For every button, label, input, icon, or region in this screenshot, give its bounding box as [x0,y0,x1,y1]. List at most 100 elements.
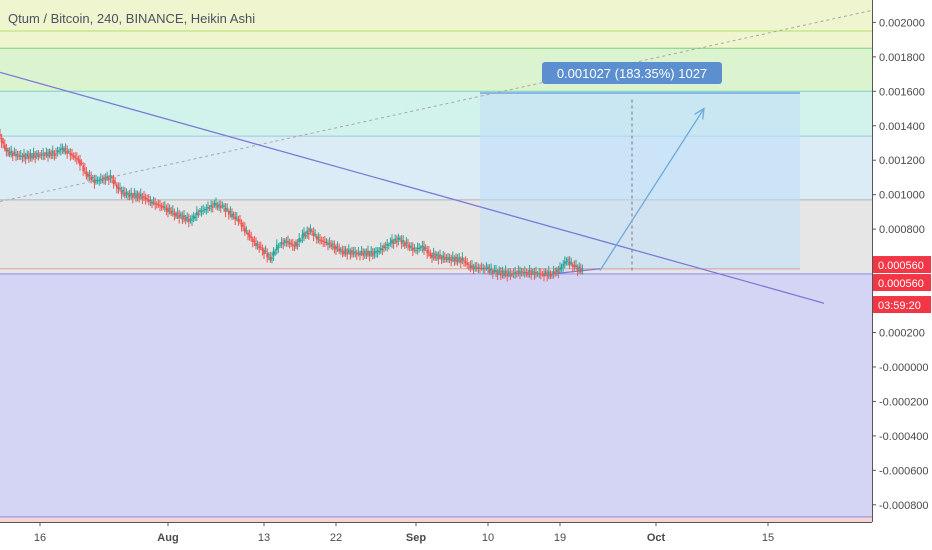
candle-body [24,156,27,159]
candle-body [280,242,283,244]
candle-body [434,255,437,259]
candle-body [112,179,115,185]
candle-body [525,272,528,274]
candle-body [431,254,433,258]
current-price-badge [873,256,931,274]
candle-body [3,144,6,149]
candle-body [408,245,411,248]
candle-body [205,209,208,211]
candle-body [554,272,557,274]
candle-body [192,215,195,219]
candle-body [21,156,24,158]
candle-body [575,265,577,268]
candle-body [407,244,409,246]
candle-body [127,192,129,195]
price-axis[interactable]: 0.002000 0.001800 0.001600 0.001400 0.001200… [872,0,932,550]
candle-body [2,141,5,144]
time-axis[interactable]: 16 Aug 13 22 Sep 10 19 Oct 15 [0,522,932,550]
candle-body [10,150,13,153]
candle-body [98,180,101,182]
candle-body [232,214,235,216]
candle-body [359,253,361,256]
candle-body [255,242,257,247]
candle-body [451,256,454,259]
candle-body [176,212,179,215]
candle-body [111,177,113,179]
candle-body [250,236,253,239]
candle-body [483,268,486,270]
candle-body [253,240,256,242]
candle-body [567,259,569,261]
candle-body [179,213,182,216]
candle-body [136,193,139,196]
candle-body [551,273,553,275]
candle-body [210,204,213,208]
candle-body [279,244,281,246]
candle-body [26,153,29,157]
candle-body [519,272,521,274]
candle-body [128,194,131,198]
candle-body [488,269,491,273]
candle-body [256,244,259,246]
candle-body [59,149,62,151]
candle-body [295,241,297,247]
candle-body [413,247,416,249]
candle-body [138,195,141,199]
candle-body [144,197,147,200]
candle-body [522,272,525,274]
candle-body [303,232,305,237]
candle-body [272,250,275,256]
candle-body [5,148,8,152]
candle-body [453,259,456,262]
candle-body [435,253,438,257]
candle-body [472,267,475,270]
candle-body [149,199,152,201]
candle-body [261,248,264,251]
candle-body [371,253,374,256]
candle-body [319,239,321,241]
candle-body [208,207,211,209]
price-tick-label: 0.001600 [879,86,925,98]
candle-body [74,156,77,158]
candle-body [80,162,83,164]
candle-body [362,253,365,256]
candle-body [527,272,529,275]
candle-body [47,154,49,157]
candle-body [450,258,453,261]
candle-body [211,206,214,208]
candle-body [245,230,248,232]
candle-body [455,256,457,260]
candle-body [456,259,459,263]
candle-body [445,257,448,259]
candle-body [549,273,552,277]
candle-body [544,271,547,274]
candle-body [53,153,56,156]
candle-body [477,267,480,269]
price-tick-label: -0.000400 [879,431,929,443]
candle-body [309,228,312,232]
candle-body [291,244,294,246]
candle-body [504,270,507,274]
candle-body [67,151,70,153]
candle-body [555,269,558,272]
candle-body [264,250,267,252]
candle-body [384,247,387,249]
candle-body [104,178,107,181]
candle-body [464,261,467,263]
candle-body [27,156,30,159]
candle-body [247,232,249,235]
candle-body [85,171,88,177]
candle-body [184,217,187,221]
candle-body [552,271,555,274]
candle-body [186,216,189,219]
candle-body [328,242,331,244]
candle-body [440,257,443,260]
candle-body [459,259,462,263]
candle-body [315,236,318,240]
candle-body [381,249,384,251]
candle-body [7,149,9,152]
candle-body [178,215,181,219]
candle-body [58,150,61,152]
candle-body [469,265,472,269]
